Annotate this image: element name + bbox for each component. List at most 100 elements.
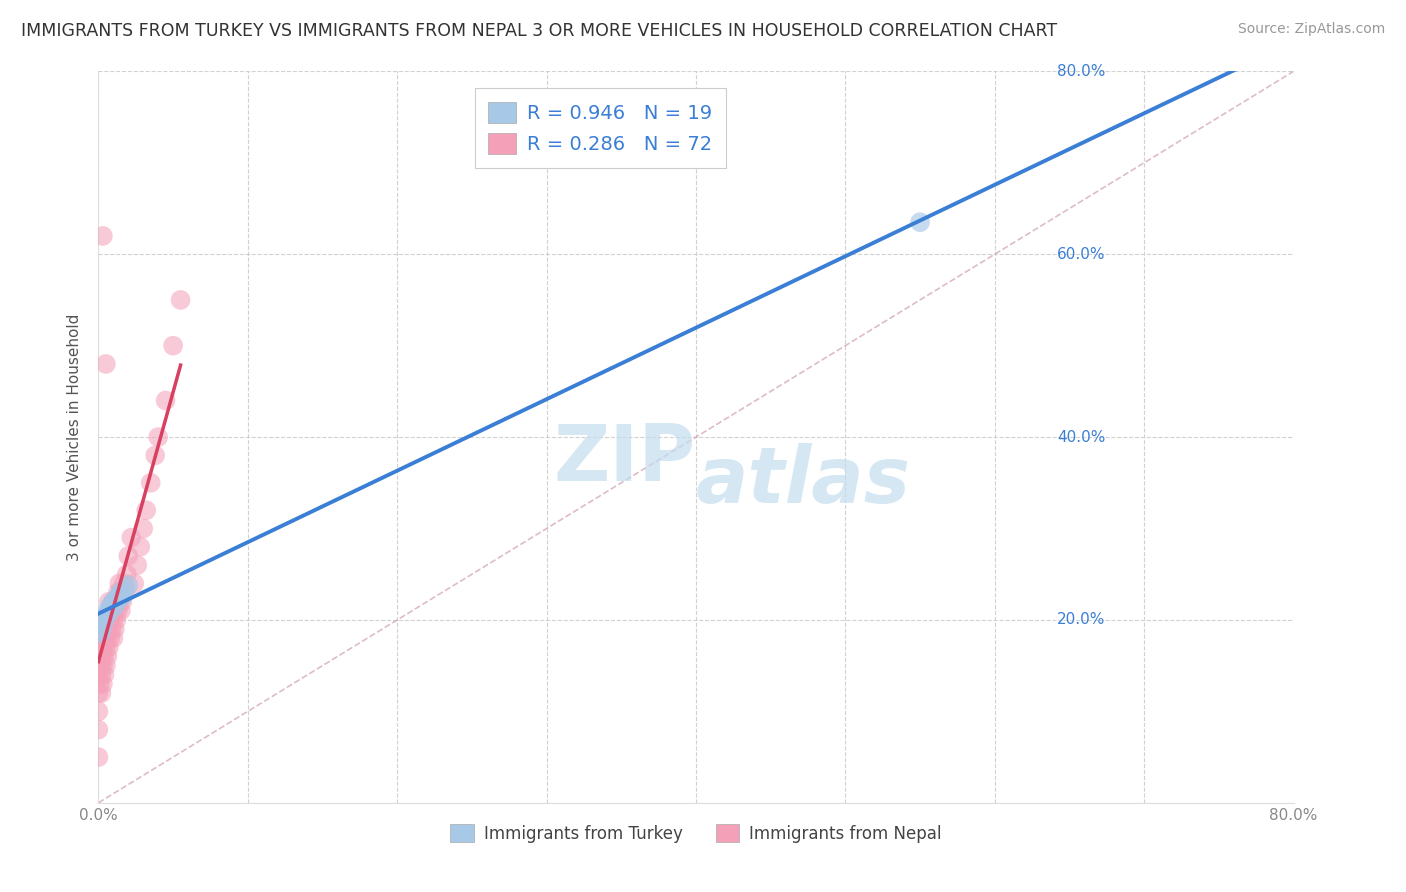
Point (97, 622, 120, 636)
Point (97, 606, 120, 620)
Point (87, 667, 110, 681)
Point (114, 585, 136, 599)
Point (87, 723, 110, 737)
Point (108, 594, 131, 608)
Point (89, 677, 111, 691)
Point (110, 585, 132, 599)
Point (105, 592, 128, 607)
Point (155, 393, 177, 408)
Point (108, 587, 131, 601)
Point (87, 686, 110, 700)
Point (89, 658, 111, 673)
Point (169, 293, 191, 307)
Point (90, 632, 112, 646)
Point (908, 215, 931, 229)
Point (90, 649, 112, 664)
Point (135, 503, 157, 517)
Point (91, 640, 114, 655)
Point (91, 622, 114, 636)
Point (98, 613, 122, 627)
Y-axis label: 3 or more Vehicles in Household: 3 or more Vehicles in Household (67, 313, 83, 561)
Point (91, 229, 114, 244)
Point (87, 640, 110, 655)
Point (94, 608, 117, 623)
Point (87, 632, 110, 646)
Point (94, 622, 117, 636)
Point (117, 578, 139, 592)
Point (87, 622, 110, 636)
Point (96, 604, 118, 618)
Point (97, 640, 120, 655)
Point (162, 338, 184, 352)
Point (87, 750, 110, 764)
Point (98, 599, 122, 614)
Point (89, 626, 111, 640)
Point (132, 521, 155, 535)
Point (91, 677, 114, 691)
Text: 60.0%: 60.0% (1057, 247, 1105, 261)
Point (90, 667, 112, 681)
Point (111, 590, 134, 604)
Point (124, 576, 146, 591)
Point (93, 667, 115, 681)
Point (96, 649, 118, 664)
Point (127, 558, 149, 573)
Point (96, 632, 118, 646)
Point (94, 658, 117, 673)
Text: Source: ZipAtlas.com: Source: ZipAtlas.com (1237, 22, 1385, 37)
Point (107, 585, 129, 599)
Point (108, 576, 131, 591)
Point (104, 622, 127, 636)
Point (101, 597, 124, 611)
Point (110, 604, 132, 618)
Point (93, 632, 115, 646)
Point (115, 567, 138, 582)
Point (103, 594, 125, 608)
Text: atlas: atlas (696, 443, 911, 519)
Point (90, 613, 112, 627)
Point (112, 576, 135, 591)
Text: ZIP: ZIP (554, 421, 696, 497)
Point (143, 448, 166, 462)
Point (93, 613, 115, 627)
Point (111, 594, 134, 608)
Point (89, 613, 111, 627)
Point (110, 585, 132, 599)
Point (148, 430, 170, 444)
Point (104, 604, 127, 618)
Point (101, 622, 124, 636)
Point (91, 658, 114, 673)
Point (117, 549, 139, 563)
Point (89, 632, 111, 646)
Point (87, 649, 110, 664)
Text: IMMIGRANTS FROM TURKEY VS IMMIGRANTS FROM NEPAL 3 OR MORE VEHICLES IN HOUSEHOLD : IMMIGRANTS FROM TURKEY VS IMMIGRANTS FRO… (21, 22, 1057, 40)
Point (98, 632, 122, 646)
Point (87, 705, 110, 719)
Point (101, 604, 124, 618)
Point (114, 581, 136, 595)
Point (93, 649, 115, 664)
Legend: Immigrants from Turkey, Immigrants from Nepal: Immigrants from Turkey, Immigrants from … (444, 818, 948, 849)
Text: 80.0%: 80.0% (1057, 64, 1105, 78)
Point (93, 613, 115, 627)
Point (103, 632, 125, 646)
Point (90, 686, 112, 700)
Point (107, 590, 129, 604)
Point (103, 613, 125, 627)
Point (120, 531, 142, 545)
Point (129, 540, 152, 554)
Point (94, 640, 117, 655)
Point (139, 475, 162, 490)
Point (96, 613, 118, 627)
Point (97, 594, 120, 608)
Point (94, 357, 117, 371)
Point (91, 617, 114, 632)
Text: 40.0%: 40.0% (1057, 430, 1105, 444)
Point (105, 613, 128, 627)
Point (87, 658, 110, 673)
Point (90, 624, 112, 638)
Text: 20.0%: 20.0% (1057, 613, 1105, 627)
Point (107, 604, 129, 618)
Point (104, 599, 127, 614)
Point (89, 649, 111, 664)
